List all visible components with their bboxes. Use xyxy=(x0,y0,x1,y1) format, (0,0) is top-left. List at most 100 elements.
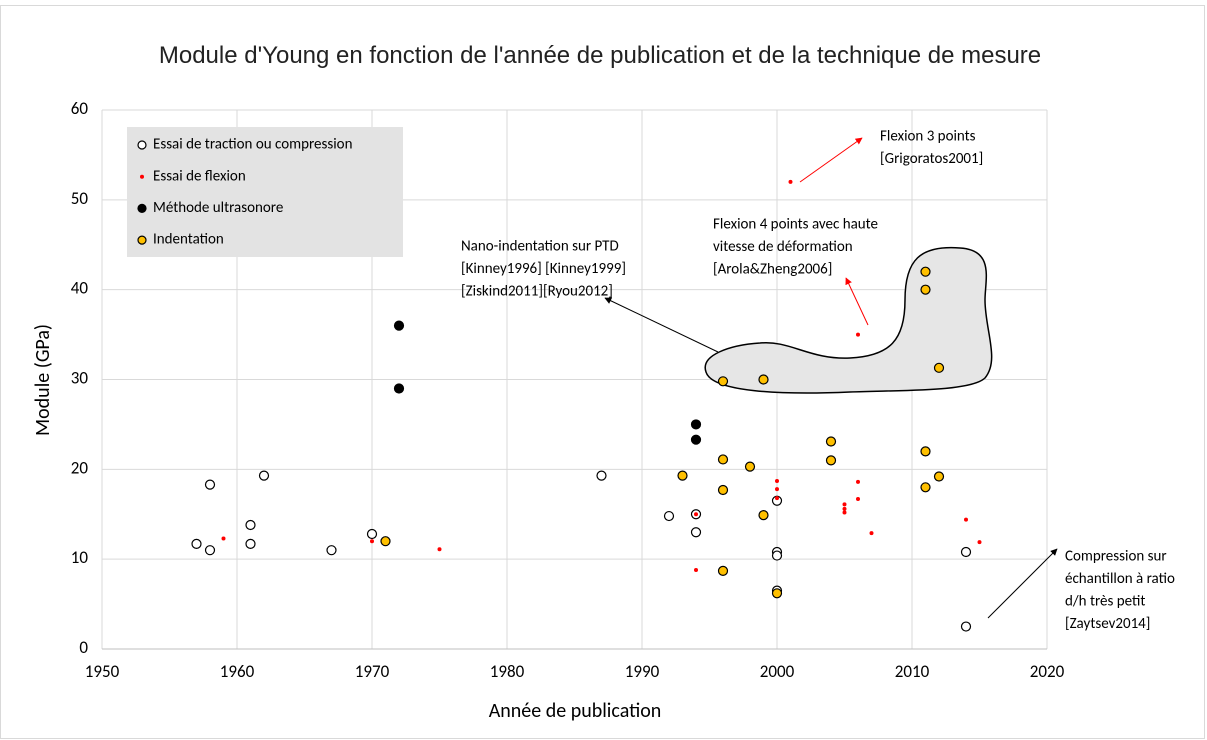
point xyxy=(775,487,779,492)
point xyxy=(964,517,968,522)
point xyxy=(370,539,374,544)
legend-label: Méthode ultrasonore xyxy=(153,199,283,217)
arrow xyxy=(604,297,719,353)
point xyxy=(933,362,945,373)
point xyxy=(393,320,405,331)
legend-marker xyxy=(137,140,147,150)
point xyxy=(393,383,405,394)
point xyxy=(717,376,729,387)
legend-label: Essai de traction ou compression xyxy=(153,136,352,154)
point xyxy=(920,446,931,457)
y-tick-label: 60 xyxy=(71,98,89,119)
point xyxy=(204,545,216,556)
point xyxy=(856,479,860,484)
point xyxy=(856,332,860,337)
legend-label: Indentation xyxy=(153,231,224,249)
point xyxy=(933,471,945,482)
chart-title: Module d'Young en fonction de l'année de… xyxy=(158,42,1042,69)
point xyxy=(663,510,675,522)
point xyxy=(842,510,847,515)
legend-marker xyxy=(137,203,147,213)
y-axis-label: Module (GPa) xyxy=(31,324,55,436)
point xyxy=(677,470,688,481)
point xyxy=(960,546,972,558)
point xyxy=(694,567,698,572)
point xyxy=(366,528,378,540)
point xyxy=(596,470,607,481)
x-tick-label: 1960 xyxy=(220,661,255,682)
point xyxy=(825,455,837,466)
point xyxy=(920,284,931,295)
legend-label: Essai de flexion xyxy=(153,167,246,185)
x-tick-label: 1950 xyxy=(85,661,120,682)
annotation: d/h très petit xyxy=(1065,593,1145,611)
point xyxy=(717,565,729,576)
point xyxy=(326,545,337,556)
point xyxy=(977,540,982,545)
point xyxy=(775,496,779,501)
point xyxy=(771,550,783,561)
point xyxy=(825,436,837,447)
annotation: [Arola&Zheng2006] xyxy=(713,261,832,279)
x-tick-label: 1990 xyxy=(625,661,660,682)
annotation: échantillon à ratio xyxy=(1065,570,1175,588)
point xyxy=(690,434,702,445)
x-tick-label: 2010 xyxy=(895,661,930,682)
annotation: Compression sur xyxy=(1065,548,1167,566)
annotation: vitesse de déformation xyxy=(713,238,853,256)
y-tick-label: 20 xyxy=(71,457,89,478)
annotation: [Ziskind2011][Ryou2012] xyxy=(461,283,613,301)
point xyxy=(842,502,847,507)
point xyxy=(204,479,216,490)
point xyxy=(258,470,270,481)
y-tick-label: 10 xyxy=(71,547,89,568)
x-tick-label: 1970 xyxy=(355,661,390,682)
point xyxy=(856,496,860,501)
point xyxy=(775,479,779,484)
y-tick-label: 30 xyxy=(71,368,89,389)
y-tick-label: 50 xyxy=(71,188,89,209)
y-tick-label: 0 xyxy=(79,637,88,658)
arrow xyxy=(845,277,869,326)
y-tick-label: 40 xyxy=(71,278,89,299)
point xyxy=(758,510,769,521)
point xyxy=(771,588,783,599)
point xyxy=(245,538,256,549)
point xyxy=(245,519,256,531)
point xyxy=(960,621,972,632)
point xyxy=(758,374,769,385)
point xyxy=(437,547,442,552)
legend-marker xyxy=(140,174,144,179)
point xyxy=(690,527,702,538)
x-tick-label: 1980 xyxy=(490,661,525,682)
x-axis-label: Année de publication xyxy=(489,699,662,723)
highlight-region xyxy=(704,246,993,394)
x-tick-label: 2000 xyxy=(760,661,795,682)
annotation: [Kinney1996] [Kinney1999] xyxy=(461,260,626,278)
point xyxy=(690,419,702,430)
annotation: [Grigoratos2001] xyxy=(880,150,983,168)
arrow xyxy=(987,548,1058,619)
annotation: [Zaytsev2014] xyxy=(1065,615,1150,633)
point xyxy=(694,512,698,517)
point xyxy=(221,536,226,541)
point xyxy=(920,266,931,277)
point xyxy=(842,506,847,511)
x-tick-label: 2020 xyxy=(1030,661,1065,682)
point xyxy=(744,461,756,472)
point xyxy=(380,536,391,547)
arrow xyxy=(799,137,863,183)
point xyxy=(191,538,202,549)
point xyxy=(788,179,793,184)
annotation: Flexion 4 points avec haute xyxy=(713,216,878,234)
annotation: Nano-indentation sur PTD xyxy=(461,238,619,256)
legend-box xyxy=(127,127,403,257)
chart-frame xyxy=(0,5,1205,739)
point xyxy=(869,531,874,536)
point xyxy=(717,454,729,465)
legend-marker xyxy=(137,235,147,245)
point xyxy=(717,484,729,496)
point xyxy=(920,482,931,493)
